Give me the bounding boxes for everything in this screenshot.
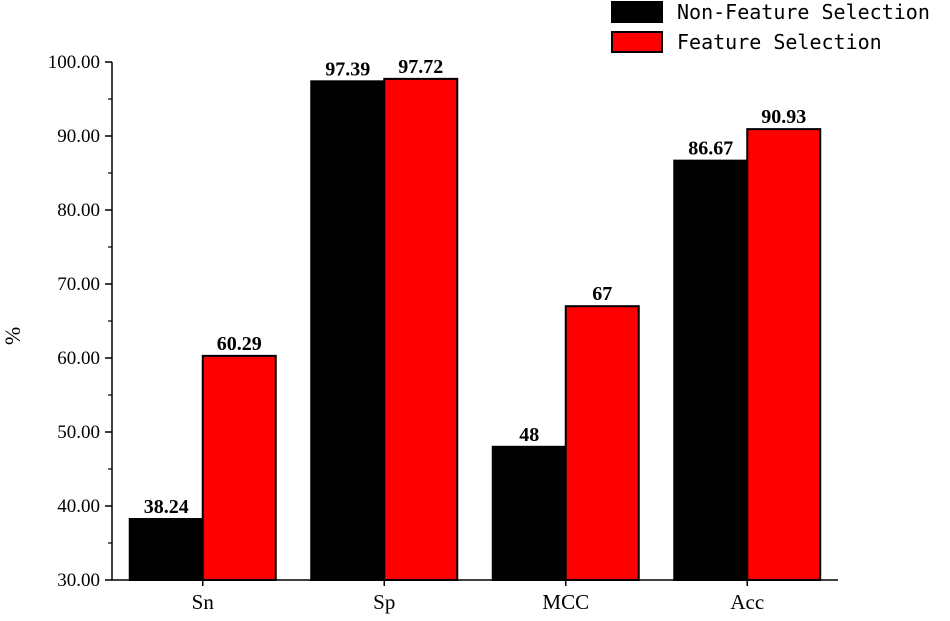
y-tick-label: 90.00 <box>57 126 100 147</box>
legend-swatch <box>611 1 663 23</box>
bar-non-feature-selection-mcc <box>491 445 567 581</box>
legend-label: Non-Feature Selection <box>677 0 930 24</box>
data-label: 90.93 <box>761 106 806 128</box>
data-label: 48 <box>519 424 539 446</box>
data-label: 38.24 <box>144 496 189 518</box>
bar-feature-selection-mcc <box>564 305 640 581</box>
bar-feature-selection-acc <box>746 128 822 581</box>
x-tick-label: Sn <box>192 590 215 614</box>
bar-feature-selection-sn <box>201 354 277 581</box>
bar-non-feature-selection-sn <box>128 518 204 581</box>
legend: Non-Feature Selection Feature Selection <box>611 0 930 54</box>
data-label: 86.67 <box>688 138 733 160</box>
y-tick-label: 30.00 <box>57 570 100 591</box>
x-tick-label: MCC <box>542 590 589 614</box>
bar-non-feature-selection-acc <box>673 159 749 581</box>
y-tick-label: 50.00 <box>57 422 100 443</box>
y-tick-label: 80.00 <box>57 200 100 221</box>
x-axis: Sn Sp MCC Acc <box>112 579 838 614</box>
bar-non-feature-selection-sp <box>310 80 386 582</box>
data-label: 60.29 <box>217 333 262 355</box>
legend-label: Feature Selection <box>677 30 882 54</box>
y-axis-title: % <box>0 327 25 345</box>
bar-feature-selection-sp <box>383 77 459 581</box>
y-tick-label: 60.00 <box>57 348 100 369</box>
data-label: 97.39 <box>325 58 370 80</box>
y-tick-label: 70.00 <box>57 274 100 295</box>
bars <box>128 77 822 582</box>
y-tick-label: 40.00 <box>57 496 100 517</box>
y-tick-label: 100.00 <box>48 52 100 73</box>
data-label: 67 <box>592 283 612 305</box>
x-tick-label: Acc <box>730 590 764 614</box>
value-labels: 38.24 60.29 97.39 97.72 48 67 86.67 90.93 <box>144 56 807 518</box>
y-axis: 30.00 40.00 50.00 60.00 70.00 80.00 90.00 100.0… <box>48 52 113 591</box>
data-label: 97.72 <box>398 56 443 78</box>
legend-swatch <box>611 31 663 53</box>
x-tick-label: Sp <box>373 590 395 614</box>
